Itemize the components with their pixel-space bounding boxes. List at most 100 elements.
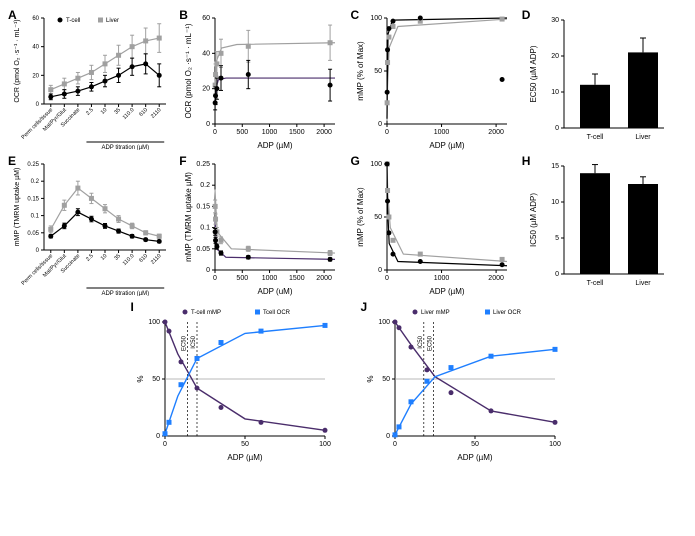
- svg-text:0: 0: [385, 129, 389, 136]
- svg-text:ADP (µM): ADP (µM): [457, 453, 492, 462]
- svg-text:40: 40: [32, 45, 39, 51]
- svg-text:0.25: 0.25: [197, 161, 211, 168]
- svg-text:mMP (TMRM uptake µM): mMP (TMRM uptake µM): [14, 168, 21, 247]
- svg-text:0: 0: [36, 102, 40, 108]
- svg-text:610: 610: [138, 253, 149, 264]
- svg-text:IC50: IC50: [191, 335, 197, 348]
- svg-text:1000: 1000: [262, 129, 278, 136]
- svg-text:Liver mMP: Liver mMP: [421, 310, 450, 316]
- svg-text:Liver: Liver: [106, 18, 119, 24]
- svg-text:Liver OCR: Liver OCR: [493, 310, 522, 316]
- svg-text:0: 0: [385, 275, 389, 282]
- svg-text:35: 35: [113, 107, 122, 116]
- panel-label: J: [361, 300, 368, 314]
- svg-text:20: 20: [32, 73, 39, 79]
- svg-text:1000: 1000: [433, 129, 449, 136]
- svg-text:10: 10: [100, 107, 109, 116]
- svg-text:Tcell OCR: Tcell OCR: [263, 310, 291, 316]
- svg-text:mMP (% of Max): mMP (% of Max): [356, 41, 365, 101]
- svg-text:0: 0: [386, 433, 390, 440]
- svg-text:0.15: 0.15: [197, 203, 211, 210]
- svg-text:110.0: 110.0: [122, 107, 136, 121]
- svg-text:ADP (µM): ADP (µM): [227, 453, 262, 462]
- svg-text:100: 100: [378, 319, 390, 326]
- svg-text:1500: 1500: [289, 129, 305, 136]
- panel-H: H051015IC50 (µM ADP)T-cellLiver: [524, 156, 685, 296]
- svg-text:10: 10: [100, 253, 109, 262]
- panel-label: E: [8, 154, 16, 168]
- svg-text:10: 10: [551, 199, 559, 206]
- chart-grid: A0204060Perm cells/tissueMal/Pyr/GlutSuc…: [10, 10, 685, 462]
- svg-text:IC50 (µM ADP): IC50 (µM ADP): [529, 193, 538, 247]
- svg-text:10: 10: [551, 89, 559, 96]
- svg-text:2.5: 2.5: [85, 253, 95, 263]
- svg-text:%: %: [136, 375, 145, 382]
- svg-text:ADP (µM): ADP (µM): [258, 141, 293, 150]
- panel-label: C: [351, 8, 360, 22]
- svg-text:0.15: 0.15: [27, 196, 39, 202]
- svg-text:0: 0: [163, 441, 167, 448]
- svg-text:mMP (TMRM uptake µM): mMP (TMRM uptake µM): [184, 172, 193, 262]
- svg-text:ADP titration (µM): ADP titration (µM): [101, 291, 149, 296]
- svg-text:0: 0: [156, 433, 160, 440]
- svg-text:50: 50: [374, 68, 382, 75]
- svg-text:60: 60: [32, 16, 39, 22]
- panel-label: D: [522, 8, 531, 22]
- svg-text:15: 15: [551, 163, 559, 170]
- svg-text:20: 20: [551, 53, 559, 60]
- panel-E: E00.050.10.150.20.25Perm cells/tissueMal…: [10, 156, 171, 296]
- svg-text:0.05: 0.05: [27, 231, 39, 237]
- svg-text:ADP (µM): ADP (µM): [429, 287, 464, 296]
- svg-text:ADP titration (µM): ADP titration (µM): [101, 145, 149, 150]
- svg-text:OCR (pmol O₂ ·s⁻¹ · mL⁻¹): OCR (pmol O₂ ·s⁻¹ · mL⁻¹): [184, 23, 193, 118]
- svg-text:0: 0: [213, 129, 217, 136]
- svg-text:50: 50: [152, 376, 160, 383]
- panel-label: I: [131, 300, 134, 314]
- svg-text:0: 0: [555, 271, 559, 278]
- svg-text:0: 0: [206, 267, 210, 274]
- panel-label: F: [179, 154, 186, 168]
- panel-B: B02040600500100015002000ADP (µM)OCR (pmo…: [181, 10, 342, 150]
- svg-text:5: 5: [555, 235, 559, 242]
- panel-label: B: [179, 8, 188, 22]
- svg-text:100: 100: [370, 161, 382, 168]
- svg-text:T-cell: T-cell: [586, 134, 603, 141]
- svg-text:1000: 1000: [262, 275, 278, 282]
- svg-text:2000: 2000: [317, 129, 333, 136]
- svg-text:Liver: Liver: [635, 134, 651, 141]
- svg-text:ADP (uM): ADP (uM): [258, 287, 293, 296]
- svg-text:0.1: 0.1: [31, 214, 40, 220]
- svg-text:610: 610: [138, 107, 149, 118]
- svg-text:Liver: Liver: [635, 280, 651, 287]
- svg-text:1000: 1000: [433, 275, 449, 282]
- panel-G: G050100010002000ADP (µM)mMP (% of Max): [353, 156, 514, 296]
- row-IJ: I050100050100ADP (µM)%EC50IC50T-cell mMP…: [10, 302, 685, 462]
- svg-text:2000: 2000: [488, 129, 504, 136]
- svg-text:100: 100: [549, 441, 561, 448]
- svg-text:0: 0: [206, 121, 210, 128]
- svg-text:0.2: 0.2: [31, 179, 40, 185]
- svg-text:100: 100: [148, 319, 160, 326]
- svg-text:30: 30: [551, 17, 559, 24]
- svg-text:0.05: 0.05: [197, 246, 211, 253]
- svg-text:100: 100: [319, 441, 331, 448]
- svg-text:500: 500: [237, 129, 249, 136]
- panel-J: J050100050100ADP (µM)%EC50IC50Liver mMPL…: [363, 302, 563, 462]
- svg-text:0: 0: [378, 267, 382, 274]
- svg-text:0: 0: [213, 275, 217, 282]
- svg-text:mMP (% of Max): mMP (% of Max): [356, 187, 365, 247]
- svg-text:50: 50: [374, 214, 382, 221]
- panel-I: I050100050100ADP (µM)%EC50IC50T-cell mMP…: [133, 302, 333, 462]
- svg-text:60: 60: [202, 15, 210, 22]
- svg-text:2000: 2000: [488, 275, 504, 282]
- svg-text:T-cell mMP: T-cell mMP: [191, 310, 221, 316]
- svg-text:2000: 2000: [317, 275, 333, 282]
- svg-text:EC50 (µM ADP): EC50 (µM ADP): [529, 45, 538, 102]
- svg-text:0: 0: [378, 121, 382, 128]
- svg-text:OCR (pmol O₂ ·s⁻¹ · mL⁻¹): OCR (pmol O₂ ·s⁻¹ · mL⁻¹): [14, 19, 21, 102]
- svg-text:110.0: 110.0: [122, 253, 136, 267]
- panel-label: G: [351, 154, 360, 168]
- svg-text:1500: 1500: [289, 275, 305, 282]
- svg-text:50: 50: [471, 441, 479, 448]
- svg-text:20: 20: [202, 86, 210, 93]
